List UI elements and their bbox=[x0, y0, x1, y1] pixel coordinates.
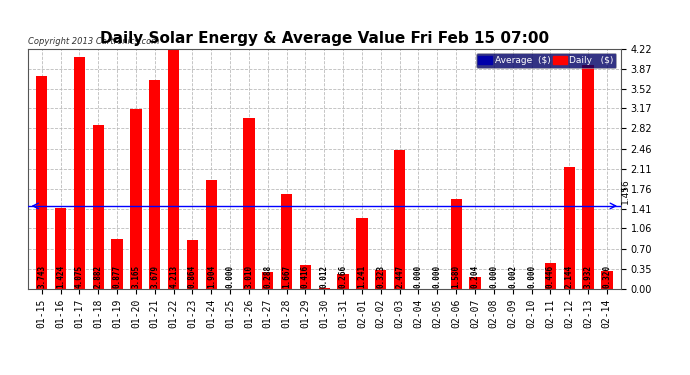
Text: 0.000: 0.000 bbox=[414, 265, 423, 288]
Bar bbox=[36, 76, 48, 289]
Bar bbox=[394, 150, 405, 289]
Bar bbox=[55, 208, 66, 289]
Text: 0.446: 0.446 bbox=[546, 265, 555, 288]
Text: 3.165: 3.165 bbox=[131, 265, 141, 288]
Text: 0.416: 0.416 bbox=[301, 265, 310, 288]
Text: 4.075: 4.075 bbox=[75, 265, 84, 288]
Text: 0.288: 0.288 bbox=[264, 265, 273, 288]
Text: 0.320: 0.320 bbox=[602, 265, 611, 288]
Bar bbox=[74, 57, 85, 289]
Bar bbox=[168, 49, 179, 289]
Bar bbox=[544, 263, 556, 289]
Legend: Average  ($), Daily   ($): Average ($), Daily ($) bbox=[475, 53, 616, 68]
Bar bbox=[582, 65, 593, 289]
Bar bbox=[356, 218, 368, 289]
Text: 0.204: 0.204 bbox=[471, 265, 480, 288]
Text: 0.012: 0.012 bbox=[319, 265, 329, 288]
Text: 0.000: 0.000 bbox=[527, 265, 536, 288]
Bar bbox=[130, 109, 141, 289]
Text: 1.904: 1.904 bbox=[207, 265, 216, 288]
Text: 0.266: 0.266 bbox=[339, 265, 348, 288]
Text: 3.010: 3.010 bbox=[244, 265, 253, 288]
Bar bbox=[564, 167, 575, 289]
Text: 0.000: 0.000 bbox=[489, 265, 498, 288]
Bar bbox=[337, 274, 348, 289]
Text: 0.000: 0.000 bbox=[433, 265, 442, 288]
Text: 1.667: 1.667 bbox=[282, 265, 291, 288]
Bar bbox=[451, 199, 462, 289]
Text: 1.424: 1.424 bbox=[56, 265, 65, 288]
Bar bbox=[300, 265, 311, 289]
Text: 1.241: 1.241 bbox=[357, 265, 366, 288]
Title: Daily Solar Energy & Average Value Fri Feb 15 07:00: Daily Solar Energy & Average Value Fri F… bbox=[100, 31, 549, 46]
Bar bbox=[601, 270, 613, 289]
Text: 0.877: 0.877 bbox=[112, 265, 121, 288]
Bar bbox=[149, 80, 160, 289]
Text: 3.679: 3.679 bbox=[150, 265, 159, 288]
Text: Copyright 2013 Cartronics.com: Copyright 2013 Cartronics.com bbox=[28, 38, 159, 46]
Text: 0.323: 0.323 bbox=[376, 265, 385, 288]
Text: 0.002: 0.002 bbox=[508, 265, 518, 288]
Bar bbox=[281, 194, 293, 289]
Bar bbox=[187, 240, 198, 289]
Text: 2.447: 2.447 bbox=[395, 265, 404, 288]
Bar bbox=[244, 118, 255, 289]
Text: 3.932: 3.932 bbox=[584, 265, 593, 288]
Bar bbox=[469, 277, 481, 289]
Text: 2.882: 2.882 bbox=[94, 265, 103, 288]
Text: 1.456: 1.456 bbox=[621, 178, 630, 204]
Text: 3.743: 3.743 bbox=[37, 265, 46, 288]
Text: 4.213: 4.213 bbox=[169, 265, 178, 288]
Text: 1.580: 1.580 bbox=[452, 265, 461, 288]
Text: 2.144: 2.144 bbox=[564, 265, 573, 288]
Text: 0.864: 0.864 bbox=[188, 265, 197, 288]
Text: 0.000: 0.000 bbox=[226, 265, 235, 288]
Bar bbox=[319, 288, 330, 289]
Bar bbox=[375, 270, 386, 289]
Bar bbox=[206, 180, 217, 289]
Bar bbox=[262, 272, 273, 289]
Bar bbox=[111, 239, 123, 289]
Bar bbox=[92, 125, 104, 289]
